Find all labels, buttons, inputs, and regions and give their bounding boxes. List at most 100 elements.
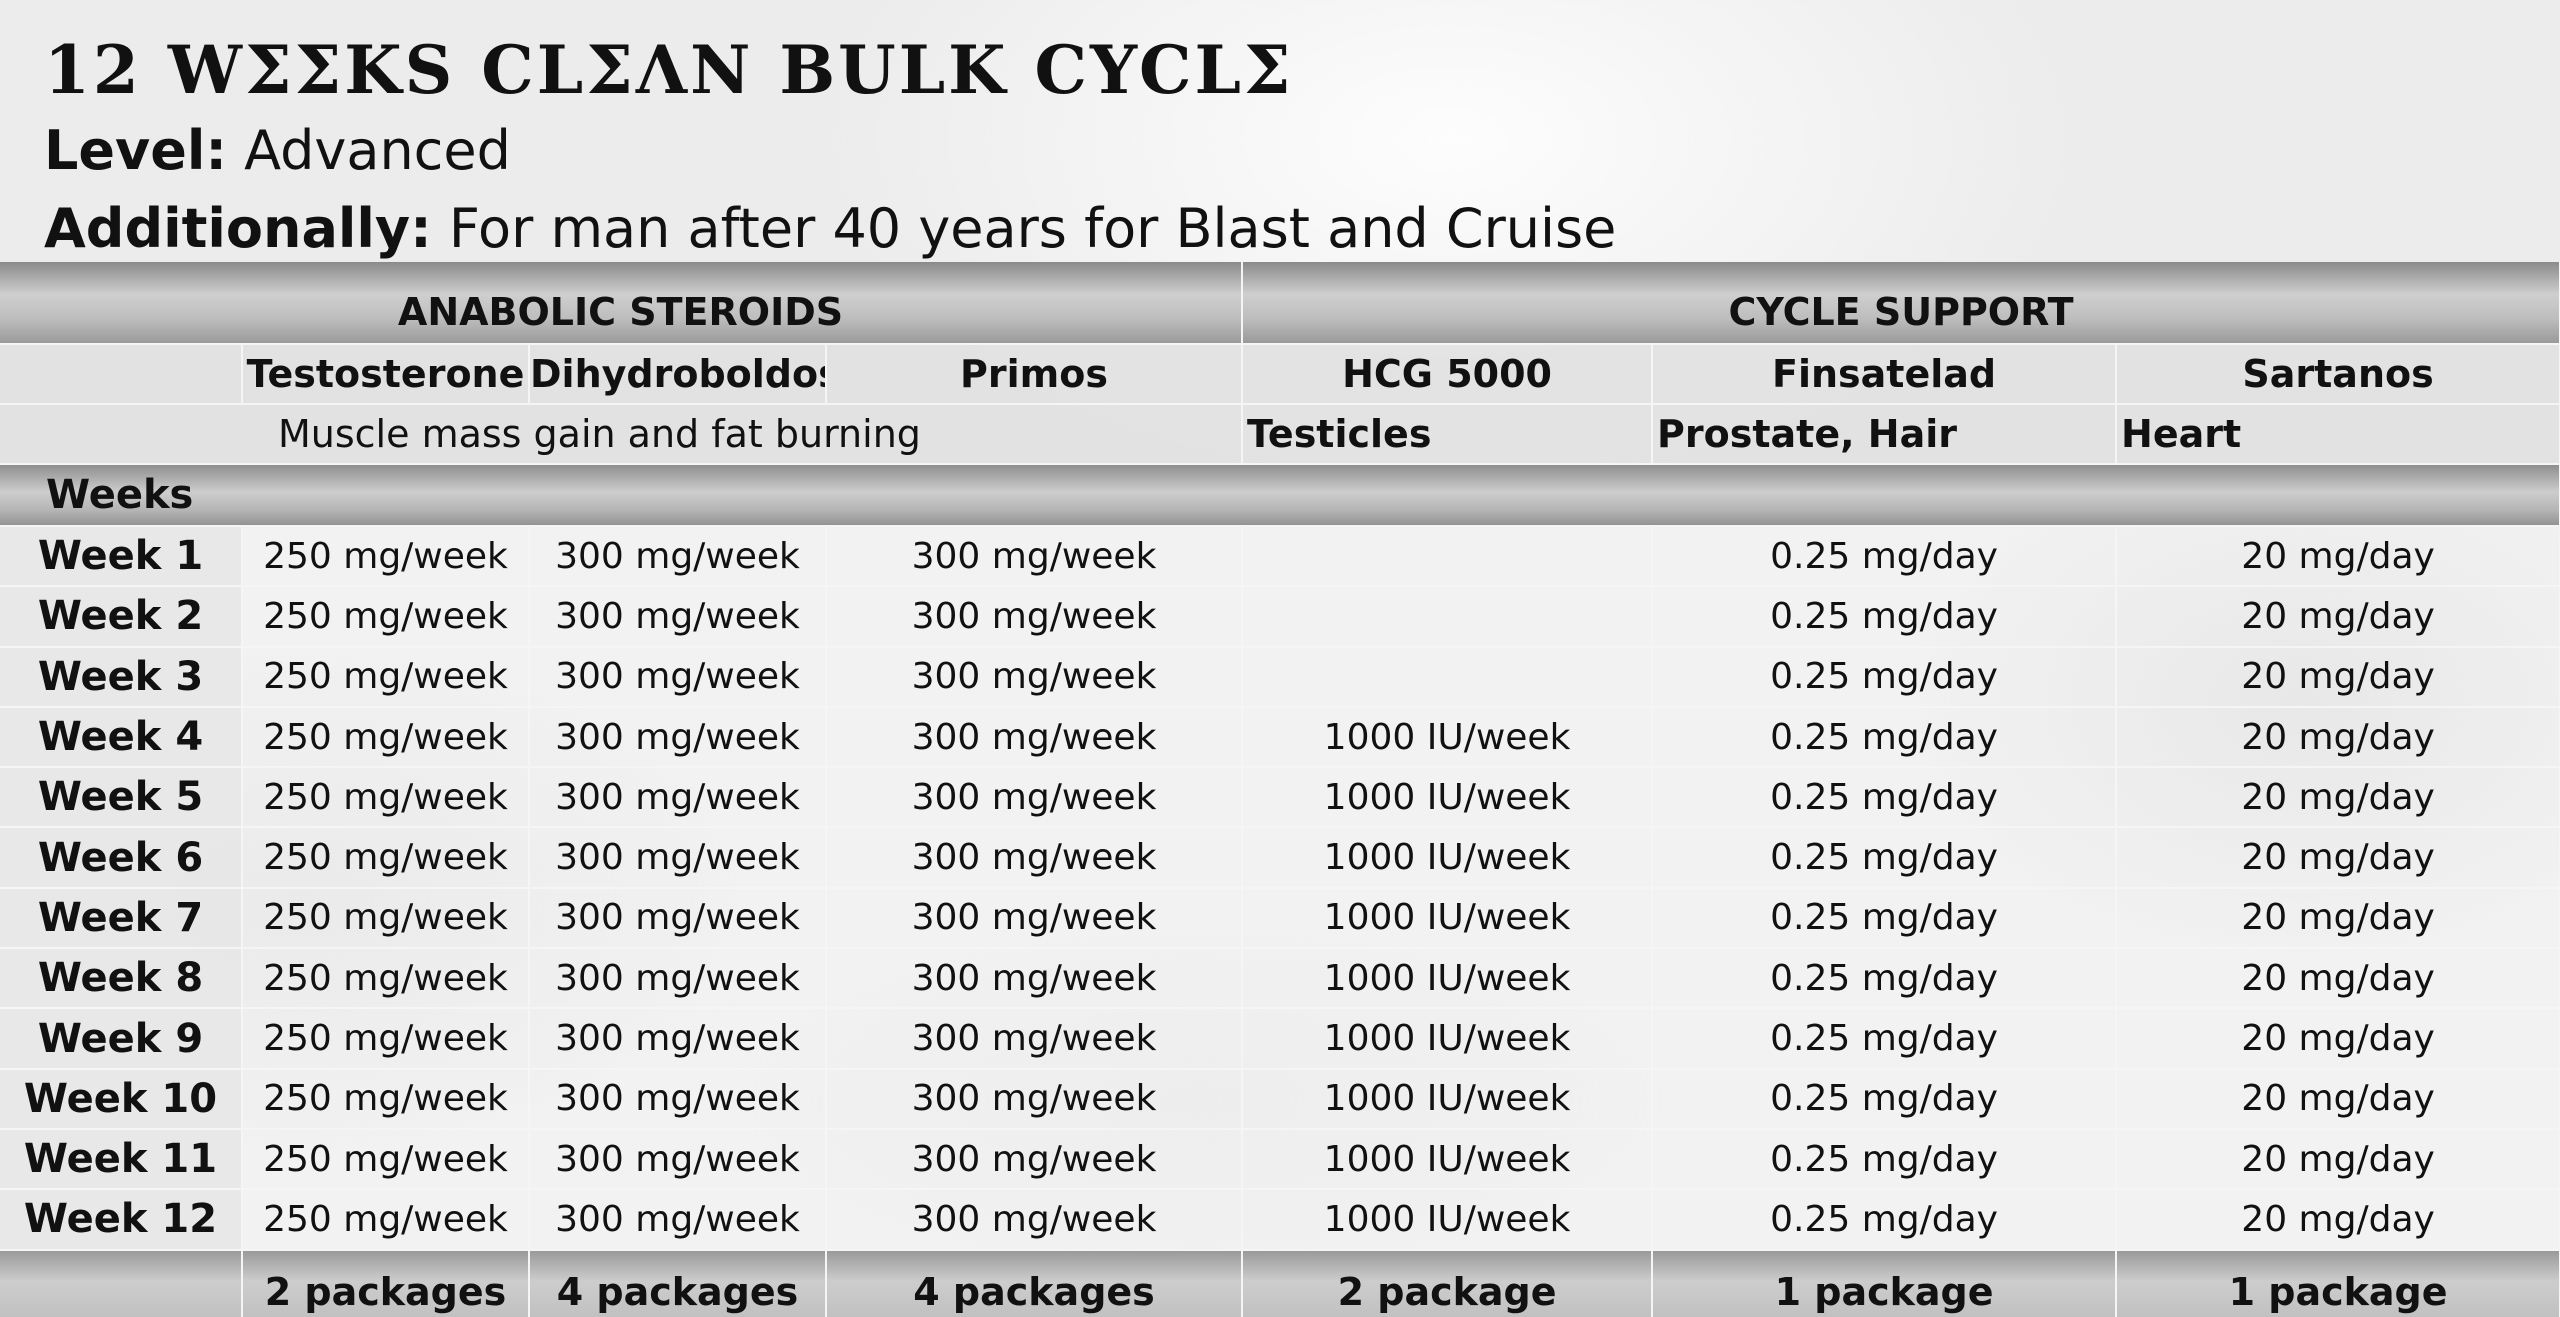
page-header: 12 WΣΣKS CLΣΛN BULK CYCLΣ Level: Advance…: [44, 28, 1616, 268]
table-row: Week 2 250 mg/week 300 mg/week 300 mg/week 0…: [0, 586, 2560, 648]
dose-hcg: [1242, 586, 1654, 648]
product-finsatelad: Finsatelad: [1652, 344, 2118, 405]
dose-hcg: 1000 IU/week: [1242, 948, 1654, 1010]
dose-testosterone: 250 mg/week: [242, 646, 530, 708]
dose-sartanos: 20 mg/day: [2116, 827, 2560, 889]
product-header-row: Testosterone Dihydroboldos Primos HCG 50…: [0, 344, 2560, 405]
dose-dihydroboldos: 300 mg/week: [529, 1068, 827, 1130]
dose-finsatelad: 0.25 mg/day: [1652, 1189, 2118, 1251]
week-label: Week 9: [0, 1008, 243, 1070]
dose-testosterone: 250 mg/week: [242, 586, 530, 648]
dose-testosterone: 250 mg/week: [242, 1128, 530, 1191]
group-anabolic-steroids: ANABOLIC STEROIDS: [0, 262, 1244, 345]
dose-finsatelad: 0.25 mg/day: [1652, 1008, 2118, 1070]
dose-finsatelad: 0.25 mg/day: [1652, 1068, 2118, 1130]
product-hcg: HCG 5000: [1242, 344, 1654, 405]
dose-finsatelad: 0.25 mg/day: [1652, 526, 2118, 588]
table-row: Week 8 250 mg/week 300 mg/week 300 mg/week 1…: [0, 948, 2560, 1010]
product-testosterone: Testosterone: [242, 344, 530, 405]
dose-hcg: 1000 IU/week: [1242, 767, 1654, 829]
dose-sartanos: 20 mg/day: [2116, 767, 2560, 829]
dose-finsatelad: 0.25 mg/day: [1652, 767, 2118, 829]
week-label: Week 2: [0, 586, 243, 648]
dose-dihydroboldos: 300 mg/week: [529, 887, 827, 950]
total-primos: 4 packages: [826, 1249, 1244, 1317]
dose-sartanos: 20 mg/day: [2116, 948, 2560, 1010]
dose-primos: 300 mg/week: [826, 948, 1244, 1010]
additionally-line: Additionally: For man after 40 years for…: [44, 190, 1616, 268]
dose-primos: 300 mg/week: [826, 887, 1244, 950]
purpose-finsatelad: Prostate, Hair: [1652, 404, 2118, 465]
group-header-row: ANABOLIC STEROIDS CYCLE SUPPORT: [0, 262, 2560, 345]
table-row: Week 9 250 mg/week 300 mg/week 300 mg/week 1…: [0, 1008, 2560, 1070]
week-label: Week 7: [0, 887, 243, 950]
dose-hcg: 1000 IU/week: [1242, 1189, 1654, 1251]
week-label: Week 11: [0, 1128, 243, 1191]
dose-finsatelad: 0.25 mg/day: [1652, 586, 2118, 648]
dose-finsatelad: 0.25 mg/day: [1652, 706, 2118, 769]
week-label: Week 1: [0, 526, 243, 588]
dose-primos: 300 mg/week: [826, 586, 1244, 648]
purpose-anabolic: Muscle mass gain and fat burning: [0, 404, 1244, 465]
dose-hcg: 1000 IU/week: [1242, 827, 1654, 889]
dose-sartanos: 20 mg/day: [2116, 526, 2560, 588]
level-line: Level: Advanced: [44, 112, 1616, 190]
dose-hcg: 1000 IU/week: [1242, 1128, 1654, 1191]
dose-dihydroboldos: 300 mg/week: [529, 827, 827, 889]
total-dihydroboldos: 4 packages: [529, 1249, 827, 1317]
dose-dihydroboldos: 300 mg/week: [529, 586, 827, 648]
page-title: 12 WΣΣKS CLΣΛN BULK CYCLΣ: [44, 31, 1294, 109]
dose-testosterone: 250 mg/week: [242, 1189, 530, 1251]
week-label: Week 12: [0, 1189, 243, 1251]
dose-dihydroboldos: 300 mg/week: [529, 1008, 827, 1070]
dose-primos: 300 mg/week: [826, 827, 1244, 889]
table-row: Week 3 250 mg/week 300 mg/week 300 mg/week 0…: [0, 646, 2560, 708]
dose-hcg: [1242, 646, 1654, 708]
dose-hcg: 1000 IU/week: [1242, 887, 1654, 950]
dose-testosterone: 250 mg/week: [242, 1008, 530, 1070]
dose-finsatelad: 0.25 mg/day: [1652, 1128, 2118, 1191]
weeks-header-row: Weeks: [0, 464, 2560, 527]
table-row: Week 5 250 mg/week 300 mg/week 300 mg/week 1…: [0, 767, 2560, 829]
product-sartanos: Sartanos: [2116, 344, 2560, 405]
dose-dihydroboldos: 300 mg/week: [529, 1128, 827, 1191]
dose-testosterone: 250 mg/week: [242, 827, 530, 889]
dose-testosterone: 250 mg/week: [242, 767, 530, 829]
week-label: Week 3: [0, 646, 243, 708]
dose-dihydroboldos: 300 mg/week: [529, 646, 827, 708]
purpose-row: Muscle mass gain and fat burning Testicl…: [0, 404, 2560, 465]
dose-sartanos: 20 mg/day: [2116, 1008, 2560, 1070]
week-label: Week 6: [0, 827, 243, 889]
total-sartanos: 1 package: [2116, 1249, 2560, 1317]
dose-sartanos: 20 mg/day: [2116, 586, 2560, 648]
dose-dihydroboldos: 300 mg/week: [529, 526, 827, 588]
dose-hcg: 1000 IU/week: [1242, 706, 1654, 769]
week-label: Week 5: [0, 767, 243, 829]
dose-primos: 300 mg/week: [826, 1189, 1244, 1251]
dose-primos: 300 mg/week: [826, 706, 1244, 769]
product-primos: Primos: [826, 344, 1244, 405]
purpose-hcg: Testicles: [1242, 404, 1654, 465]
dose-finsatelad: 0.25 mg/day: [1652, 887, 2118, 950]
dose-sartanos: 20 mg/day: [2116, 1128, 2560, 1191]
dose-testosterone: 250 mg/week: [242, 948, 530, 1010]
dose-finsatelad: 0.25 mg/day: [1652, 646, 2118, 708]
level-label: Level:: [44, 119, 227, 182]
table-row: Week 12 250 mg/week 300 mg/week 300 mg/week…: [0, 1189, 2560, 1251]
group-cycle-support: CYCLE SUPPORT: [1242, 262, 2560, 345]
total-hcg: 2 package: [1242, 1249, 1654, 1317]
totals-row: 2 packages 4 packages 4 packages 2 package 1…: [0, 1249, 2560, 1317]
additionally-value: For man after 40 years for Blast and Cru…: [448, 197, 1617, 260]
dose-dihydroboldos: 300 mg/week: [529, 706, 827, 769]
dose-testosterone: 250 mg/week: [242, 526, 530, 588]
dose-sartanos: 20 mg/day: [2116, 706, 2560, 769]
table-row: Week 10 250 mg/week 300 mg/week 300 mg/week…: [0, 1068, 2560, 1130]
dose-finsatelad: 0.25 mg/day: [1652, 948, 2118, 1010]
cycle-table: ANABOLIC STEROIDS CYCLE SUPPORT Testoste…: [0, 262, 2560, 1317]
table-row: Week 6 250 mg/week 300 mg/week 300 mg/week 1…: [0, 827, 2560, 889]
purpose-sartanos: Heart: [2116, 404, 2560, 465]
dose-testosterone: 250 mg/week: [242, 1068, 530, 1130]
dose-testosterone: 250 mg/week: [242, 887, 530, 950]
weeks-header: Weeks: [0, 464, 2560, 527]
week-label: Week 4: [0, 706, 243, 769]
